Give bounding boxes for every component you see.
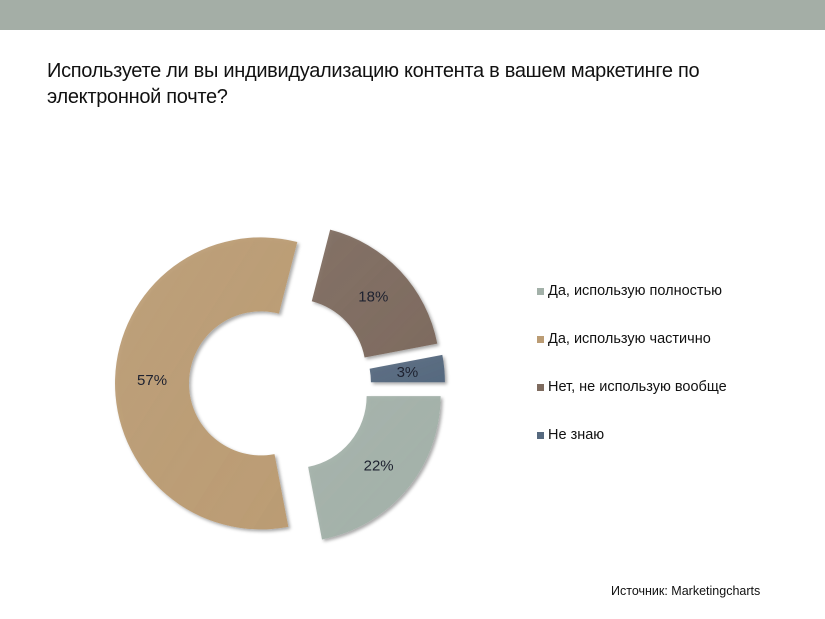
data-label: 18% <box>358 288 388 305</box>
legend-label: Да, использую полностью <box>548 283 722 299</box>
legend-item: Не знаю <box>537 427 727 443</box>
slice-dont-know <box>369 354 445 383</box>
legend-swatch <box>537 383 544 391</box>
legend-swatch <box>537 431 544 439</box>
legend-item: Нет, не использую вообще <box>537 379 727 395</box>
slice-partially <box>115 237 298 530</box>
data-label: 57% <box>137 372 167 389</box>
legend-label: Нет, не использую вообще <box>548 379 727 395</box>
legend-label: Не знаю <box>548 427 605 443</box>
legend-swatch <box>537 335 544 343</box>
data-label: 3% <box>397 364 419 381</box>
legend-item: Да, использую частично <box>537 331 727 347</box>
source-note: Источник: Marketingcharts <box>611 584 761 598</box>
header-bar <box>0 0 825 30</box>
slide-title: Используете ли вы индивидуализацию конте… <box>47 60 700 108</box>
slice-not-at-all <box>311 229 438 358</box>
slice-fully <box>308 396 441 540</box>
legend: Да, использую полностью Да, использую час… <box>537 283 727 475</box>
legend-swatch <box>537 287 544 295</box>
legend-item: Да, использую полностью <box>537 283 727 299</box>
legend-label: Да, использую частично <box>548 331 711 347</box>
data-label: 22% <box>364 458 394 475</box>
